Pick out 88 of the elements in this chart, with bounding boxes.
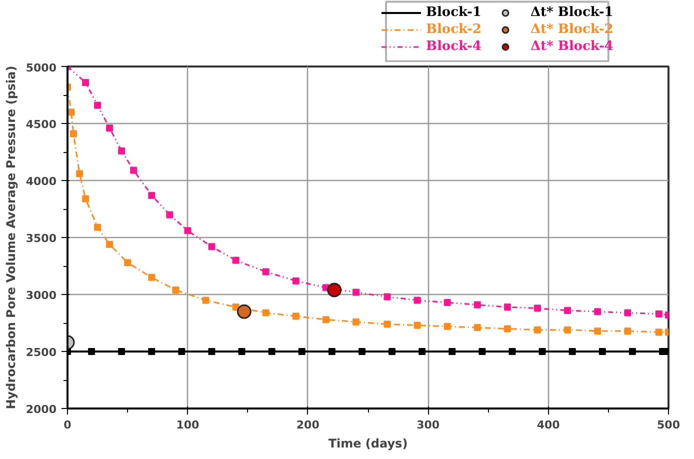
point (118, 147, 126, 154)
point (624, 327, 632, 334)
point (504, 325, 511, 332)
point (352, 318, 360, 326)
point (106, 124, 114, 132)
point (148, 348, 156, 355)
y-tick-label: 2500 (26, 346, 57, 359)
point (568, 348, 576, 355)
y-tick-label: 2000 (26, 403, 57, 416)
point (414, 322, 421, 329)
point (444, 298, 451, 306)
y-tick-label: 3000 (26, 289, 57, 302)
point (538, 348, 546, 355)
y-axis-title: Hydrocarbon Pore Volume Average Pressure (psia) (4, 66, 18, 410)
point (292, 312, 300, 320)
point (418, 348, 426, 355)
y-tick-label: 4500 (26, 118, 57, 131)
point (82, 195, 90, 202)
x-tick-label: 500 (657, 418, 680, 432)
point (508, 348, 516, 355)
point (322, 316, 330, 324)
legend-label: Block-2 (426, 22, 482, 37)
y-tick-label: 4000 (26, 175, 57, 188)
point (94, 102, 102, 109)
point (478, 348, 486, 355)
point (504, 304, 511, 311)
point (298, 348, 306, 355)
point (594, 308, 602, 316)
point (268, 348, 276, 355)
point (534, 326, 541, 334)
point (384, 320, 391, 328)
x-tick-label: 200 (296, 418, 320, 432)
point (388, 348, 396, 355)
point (262, 309, 270, 316)
point (94, 224, 102, 231)
point (106, 240, 114, 248)
point (414, 296, 421, 304)
point (352, 288, 360, 296)
point (172, 286, 180, 294)
point (184, 227, 192, 234)
point (76, 170, 84, 178)
point (148, 192, 156, 199)
point (232, 256, 240, 264)
point (564, 306, 572, 314)
x-tick-label: 0 (64, 418, 72, 432)
point (655, 310, 662, 318)
point (236, 304, 252, 319)
y-tick-label: 5000 (26, 62, 57, 74)
point (655, 328, 662, 336)
point (148, 274, 156, 281)
point (474, 301, 481, 308)
point (444, 322, 451, 330)
point (474, 324, 481, 332)
point (202, 296, 210, 304)
point (327, 282, 342, 298)
legend-label: Δt* Block-2 (530, 22, 614, 37)
x-axis-title: Time (days) (328, 436, 408, 450)
point (384, 293, 391, 300)
point (594, 327, 602, 334)
point (628, 348, 636, 355)
point (624, 309, 632, 316)
point (70, 130, 78, 138)
point (166, 211, 174, 218)
y-tick-label: 3500 (26, 232, 57, 245)
point (178, 348, 186, 355)
point (208, 348, 216, 355)
point (534, 304, 541, 312)
point (208, 243, 216, 250)
x-tick-label: 400 (536, 418, 560, 432)
point (238, 348, 246, 355)
x-tick-label: 300 (416, 418, 440, 432)
legend-label: Δt* Block-1 (530, 5, 614, 20)
point (448, 348, 456, 355)
point (262, 268, 270, 276)
point (82, 78, 90, 86)
point (130, 166, 138, 174)
x-tick-label: 100 (176, 418, 200, 432)
legend-label: Block-4 (426, 39, 482, 54)
point (124, 259, 132, 266)
legend-label: Block-1 (426, 5, 482, 20)
point (88, 348, 96, 355)
point (118, 348, 126, 355)
point (292, 277, 300, 284)
point (564, 326, 572, 334)
point (328, 348, 336, 355)
point (598, 348, 606, 355)
point (358, 348, 366, 355)
legend-label: Δt* Block-4 (530, 39, 614, 54)
